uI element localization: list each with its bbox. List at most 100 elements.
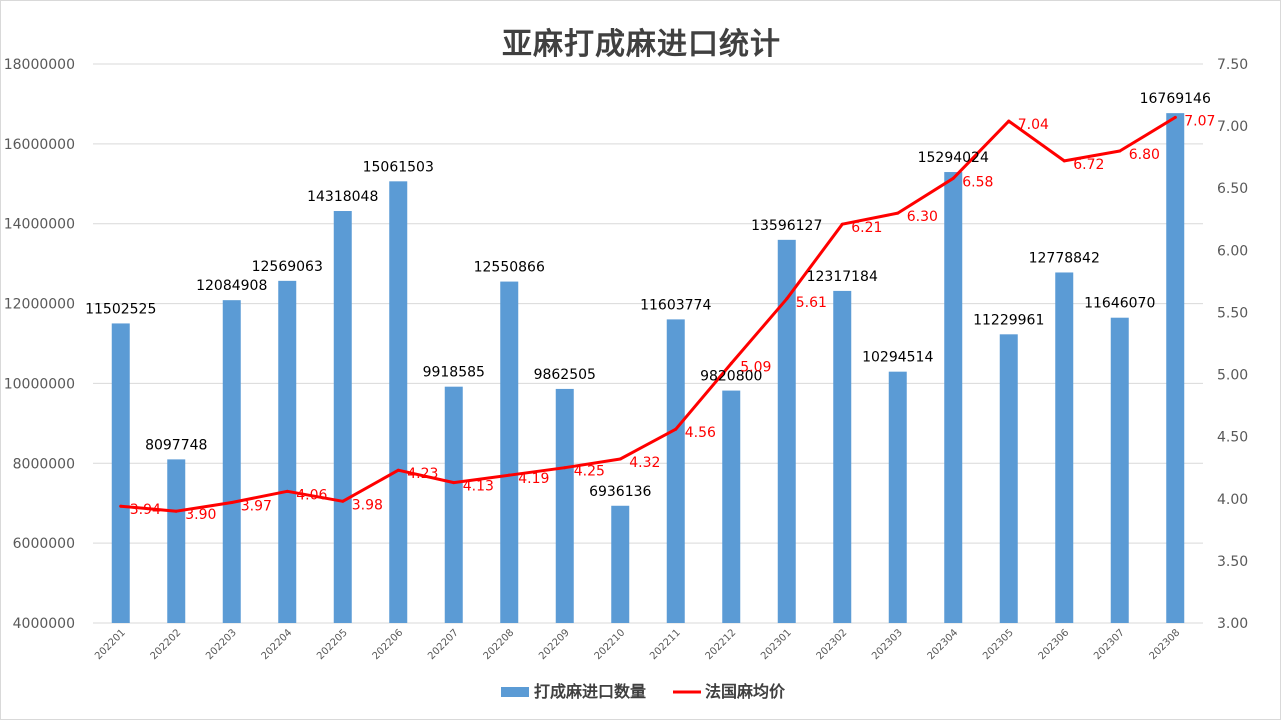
- x-axis-tick-label: 202202: [149, 627, 184, 662]
- x-axis-tick-label: 202305: [981, 627, 1016, 662]
- bar-data-label: 12550866: [474, 260, 545, 276]
- bar-data-label: 16769146: [1140, 91, 1211, 107]
- line-point: [729, 361, 733, 365]
- line-point: [341, 499, 345, 503]
- line-data-label: 4.25: [574, 464, 605, 480]
- line-data-label: 4.32: [629, 455, 660, 471]
- line-point: [618, 457, 622, 461]
- bar-data-label: 12569063: [252, 259, 323, 275]
- bar-data-label: 11646070: [1084, 296, 1155, 312]
- line-data-label: 6.80: [1129, 147, 1160, 163]
- legend-bar-swatch: [501, 687, 529, 697]
- line-point: [785, 297, 789, 301]
- right-axis-tick-label: 6.00: [1217, 243, 1248, 259]
- line-point: [452, 481, 456, 485]
- bar-data-label: 8097748: [145, 437, 207, 453]
- bar-data-label: 6936136: [589, 484, 651, 500]
- bar: [222, 300, 241, 623]
- x-axis-tick-label: 202203: [204, 627, 239, 662]
- x-axis-tick-label: 202308: [1148, 627, 1183, 662]
- line-point: [1007, 119, 1011, 123]
- line-series: [119, 115, 1177, 513]
- bar-data-label: 10294514: [862, 350, 933, 366]
- line-point: [507, 473, 511, 477]
- line-data-label: 7.07: [1184, 113, 1215, 129]
- line-data-label: 4.13: [463, 479, 494, 495]
- right-axis-tick-label: 4.50: [1217, 430, 1248, 446]
- line-point: [563, 466, 567, 470]
- bar-data-label: 11229961: [973, 312, 1044, 328]
- bar-data-label: 15061503: [363, 159, 434, 175]
- bar: [666, 319, 685, 623]
- bar-data-label: 12317184: [807, 269, 878, 285]
- bar: [888, 371, 907, 623]
- line-data-label: 5.09: [740, 359, 771, 375]
- line-point: [119, 504, 123, 508]
- legend-bar-label: 打成麻进口数量: [534, 682, 646, 701]
- line-data-label: 3.97: [241, 499, 272, 515]
- bar: [167, 459, 186, 623]
- bar-series: [111, 113, 1185, 624]
- left-axis-tick-label: 12000000: [4, 297, 75, 313]
- bar: [500, 281, 519, 623]
- bar-data-label: 9862505: [534, 367, 596, 383]
- x-axis-tick-label: 202210: [593, 627, 628, 662]
- line-data-label: 6.21: [851, 220, 882, 236]
- x-axis-tick-label: 202307: [1092, 627, 1127, 662]
- x-axis-tick-label: 202306: [1037, 627, 1072, 662]
- bar-data-label: 12778842: [1029, 250, 1100, 266]
- left-axis-tick-label: 6000000: [13, 536, 75, 552]
- bar: [777, 239, 796, 623]
- line-data-label: 7.04: [1018, 117, 1049, 133]
- right-axis-tick-label: 7.00: [1217, 119, 1248, 135]
- bar-data-label: 15294024: [918, 150, 989, 166]
- bar: [833, 290, 852, 623]
- left-axis-tick-label: 10000000: [4, 376, 75, 392]
- x-axis-tick-label: 202207: [426, 627, 461, 662]
- line-point: [896, 211, 900, 215]
- price-line: [119, 115, 1177, 513]
- legend: 打成麻进口数量 法国麻均价: [501, 682, 786, 701]
- bar: [278, 280, 297, 623]
- right-axis-tick-label: 4.00: [1217, 492, 1248, 508]
- line-data-label: 3.94: [130, 502, 161, 518]
- left-axis-tick-label: 16000000: [4, 137, 75, 153]
- line-data-labels: 3.94 3.90 3.97 4.06 3.98 4.23 4.13 4.19 4.25 4.32…: [130, 113, 1216, 523]
- right-axis-tick-label: 5.00: [1217, 368, 1248, 384]
- line-data-label: 6.72: [1073, 157, 1104, 173]
- bar: [389, 181, 408, 623]
- bar-data-label: 9820800: [700, 369, 762, 385]
- line-point: [230, 501, 234, 505]
- right-axis-tick-label: 3.00: [1217, 616, 1248, 632]
- x-axis-tick-label: 202201: [93, 627, 128, 662]
- line-point: [1118, 149, 1122, 153]
- line-data-label: 4.56: [685, 425, 716, 441]
- bar: [722, 390, 741, 623]
- bar-data-label: 12084908: [196, 278, 267, 294]
- line-data-label: 4.06: [296, 487, 327, 503]
- left-axis-tick-label: 8000000: [13, 456, 75, 472]
- x-axis-tick-label: 202302: [815, 627, 850, 662]
- legend-line-label: 法国麻均价: [705, 682, 786, 701]
- right-axis-tick-label: 3.50: [1217, 554, 1248, 570]
- left-axis-tick-label: 18000000: [4, 57, 75, 73]
- x-axis-tick-label: 202211: [648, 627, 683, 662]
- line-point: [174, 509, 178, 513]
- left-axis-tick-label: 14000000: [4, 217, 75, 233]
- x-axis: 202201 202202 202203 202204 202205 202206 2022…: [93, 627, 1182, 662]
- bar-data-label: 14318048: [307, 189, 378, 205]
- bar: [555, 388, 574, 623]
- line-point: [1173, 115, 1177, 119]
- gridlines: [93, 63, 1203, 624]
- bar: [1166, 113, 1185, 623]
- line-point: [674, 427, 678, 431]
- bar: [999, 334, 1018, 623]
- x-axis-tick-label: 202301: [759, 627, 794, 662]
- line-point: [1062, 159, 1066, 163]
- right-axis-tick-label: 7.50: [1217, 57, 1248, 73]
- bar-data-label: 13596127: [751, 218, 822, 234]
- bar-data-label: 11603774: [640, 297, 711, 313]
- line-point: [951, 176, 955, 180]
